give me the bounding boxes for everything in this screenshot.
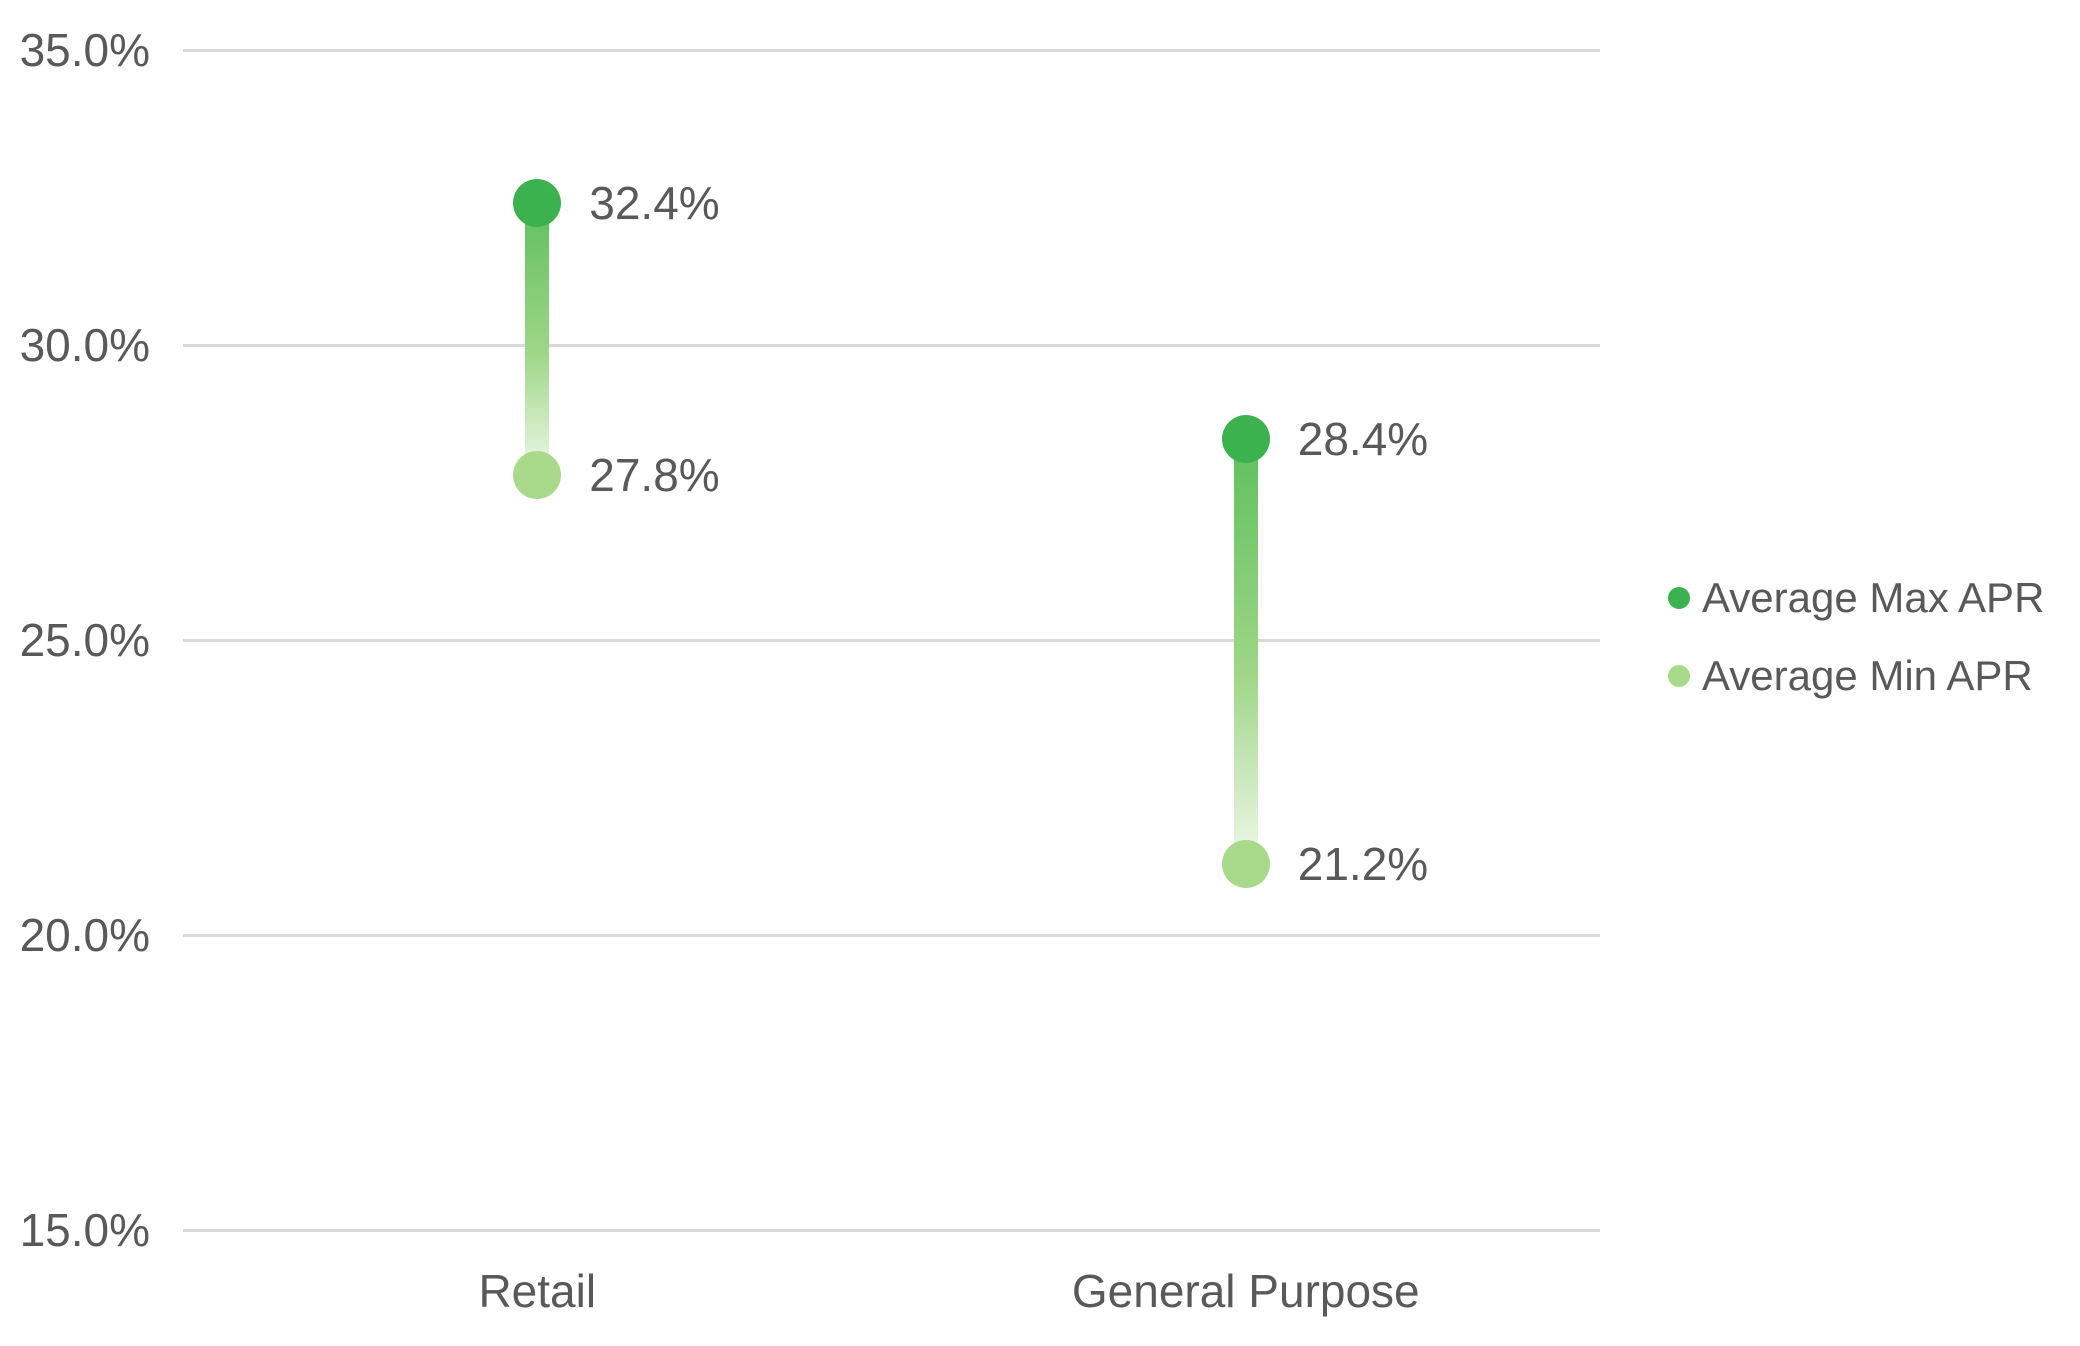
gridline-25	[183, 638, 1600, 642]
x-axis-label-retail: Retail	[478, 1265, 597, 1317]
y-axis-tick-label-15: 15.0%	[19, 1204, 150, 1256]
gridline-20	[183, 933, 1600, 937]
min-apr-value-label-retail: 27.8%	[589, 448, 720, 501]
max-apr-marker-general-purpose	[1221, 415, 1270, 464]
legend-label-average-max-apr: Average Max APR	[1702, 574, 2045, 621]
y-axis-tick-label-30: 30.0%	[19, 319, 150, 371]
max-apr-value-label-retail: 32.4%	[589, 177, 720, 230]
gridline-30	[183, 343, 1600, 347]
gridline-15	[183, 1228, 1600, 1232]
max-apr-value-label-general-purpose: 28.4%	[1297, 413, 1429, 466]
gridline-35	[183, 48, 1600, 52]
legend-item-average-max-apr: Average Max APR	[1668, 574, 2044, 622]
min-apr-marker-general-purpose	[1221, 840, 1270, 889]
dumbbell-connector-general-purpose	[1233, 439, 1258, 865]
min-apr-legend-dot-icon	[1668, 665, 1690, 687]
dumbbell-connector-retail	[525, 203, 550, 475]
legend-item-average-min-apr: Average Min APR	[1668, 652, 2033, 700]
y-axis-tick-label-35: 35.0%	[19, 24, 150, 76]
legend-label-average-min-apr: Average Min APR	[1702, 652, 2033, 699]
y-axis-tick-label-25: 25.0%	[19, 614, 150, 666]
min-apr-value-label-general-purpose: 21.2%	[1297, 838, 1429, 891]
max-apr-marker-retail	[513, 179, 562, 228]
x-axis-label-general-purpose: General Purpose	[1071, 1265, 1420, 1317]
y-axis-tick-label-20: 20.0%	[19, 909, 150, 961]
min-apr-marker-retail	[513, 450, 562, 499]
max-apr-legend-dot-icon	[1668, 587, 1690, 609]
